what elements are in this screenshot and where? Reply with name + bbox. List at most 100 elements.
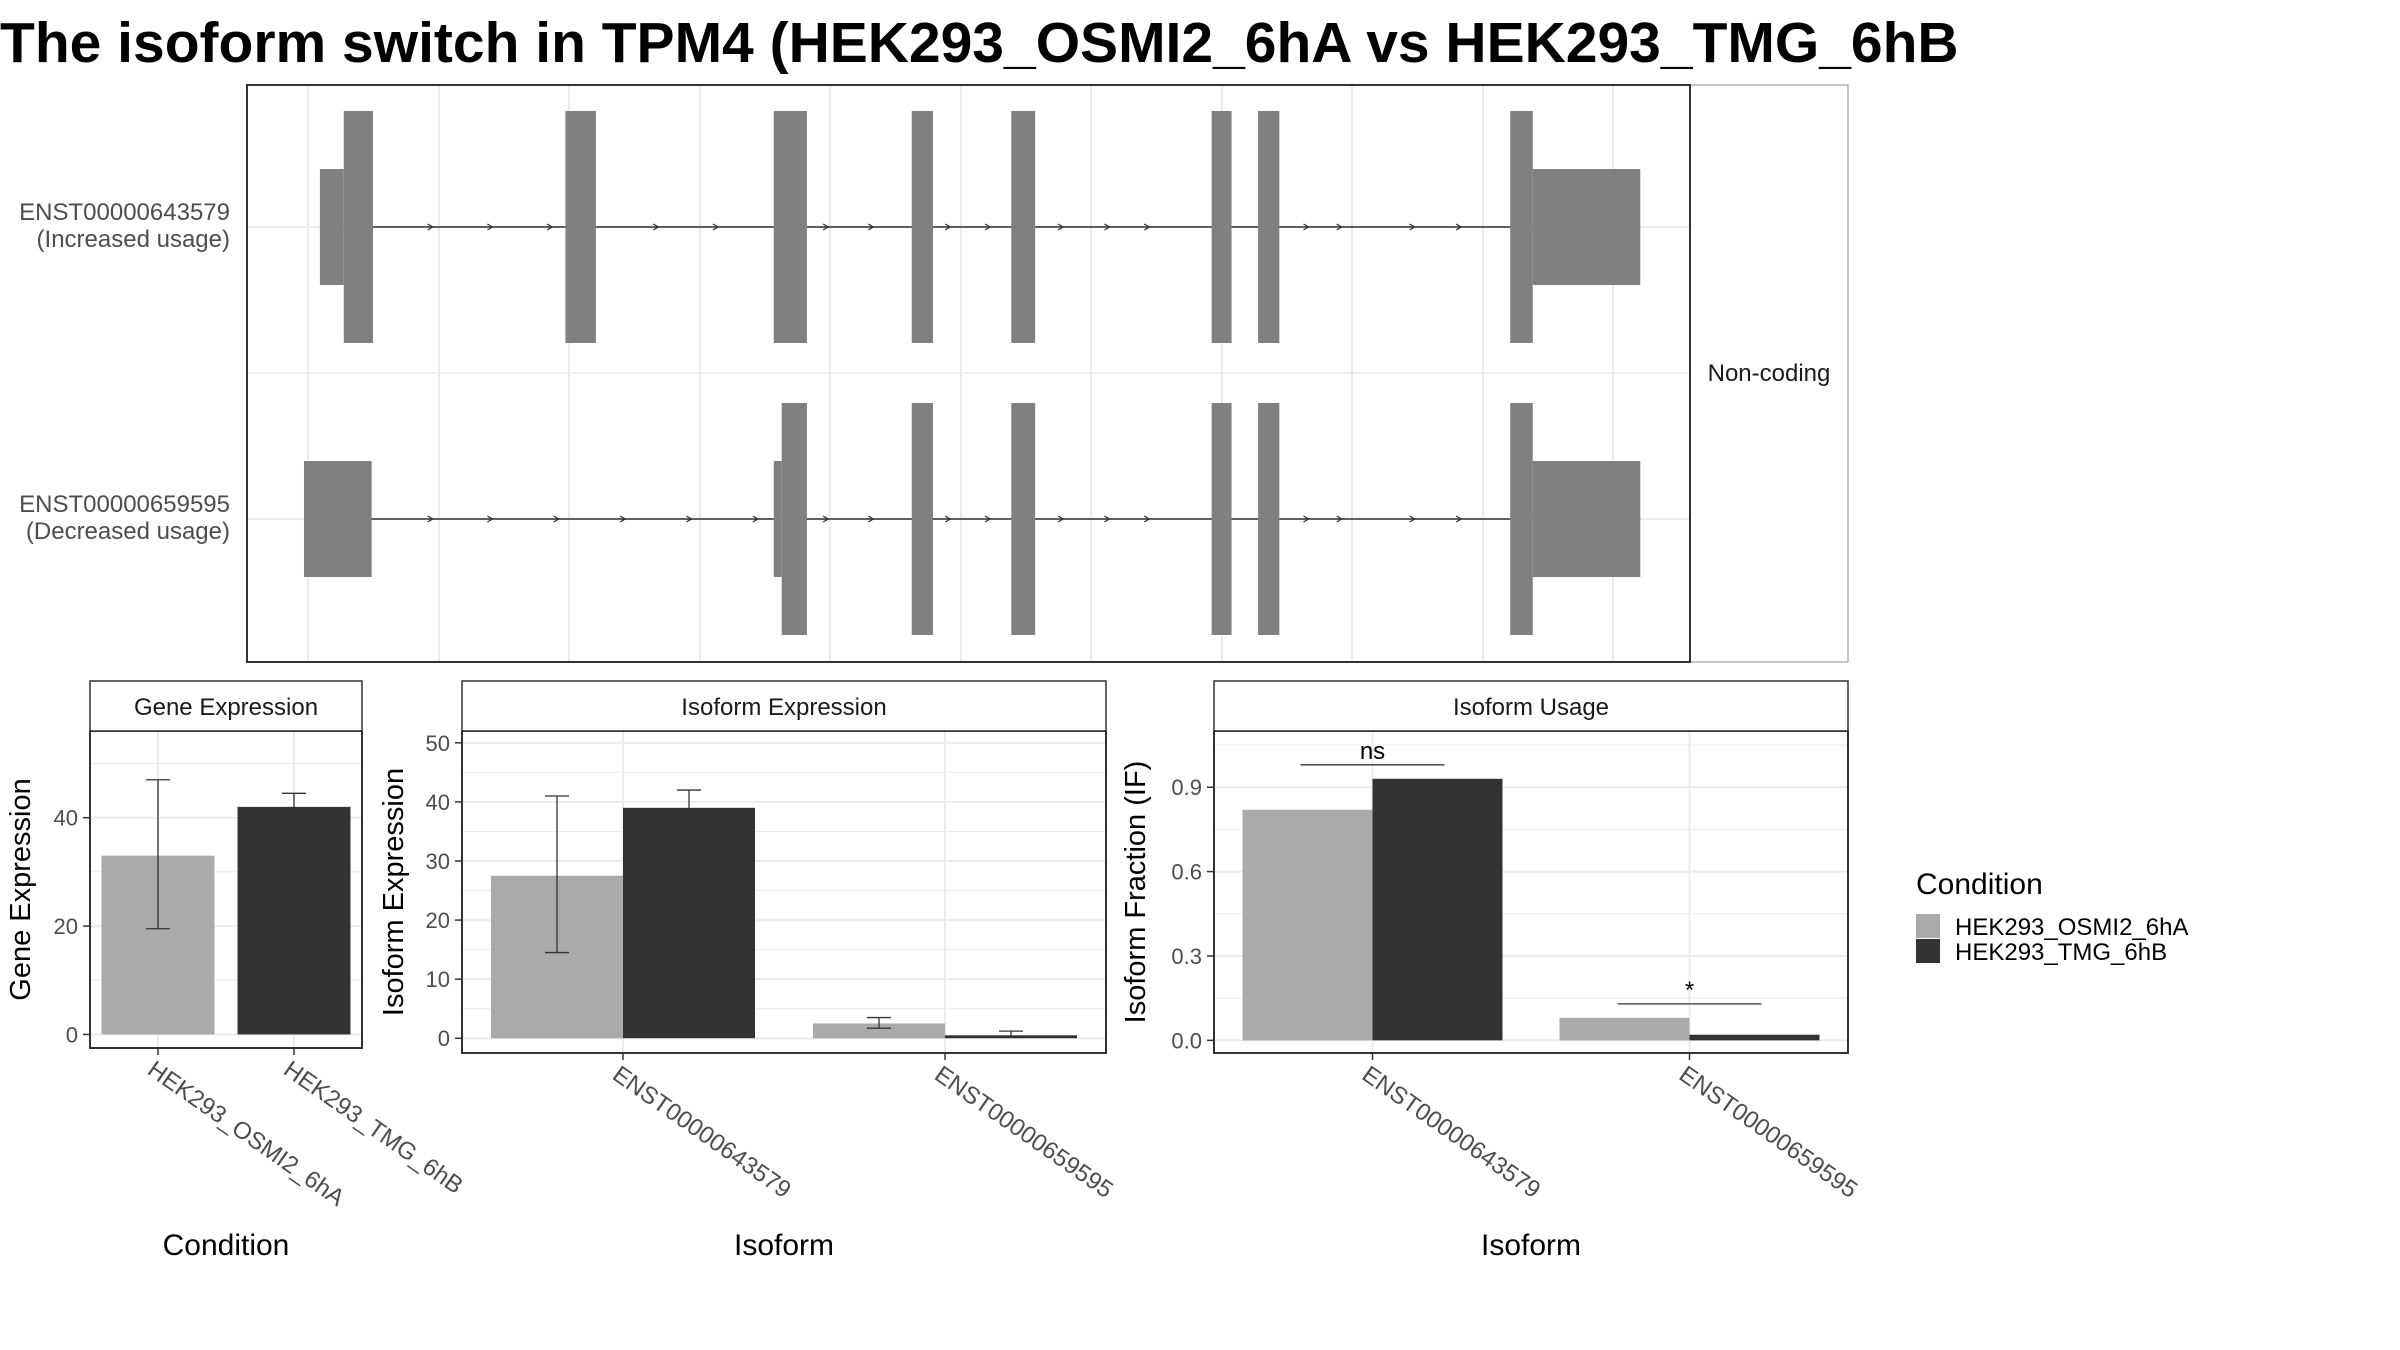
intron-arrow	[867, 223, 875, 231]
significance-label: ns	[1360, 738, 1385, 765]
y-tick-label: 0	[438, 1026, 450, 1051]
exon-coding	[1211, 111, 1232, 343]
bar	[1242, 809, 1373, 1041]
intron-arrow	[1143, 223, 1151, 231]
y-tick-label: 0.9	[1171, 775, 1202, 800]
exon-coding	[1011, 403, 1036, 635]
significance-label: *	[1685, 977, 1694, 1004]
exon-coding	[565, 111, 596, 343]
intron-arrow	[553, 515, 561, 523]
intron-arrow	[984, 515, 992, 523]
facet-strip	[1213, 680, 1849, 732]
exon-coding	[773, 111, 807, 343]
intron-arrow	[1104, 515, 1111, 523]
y-axis-title: Isoform Expression	[378, 768, 410, 1016]
x-axis-title: Condition	[163, 1229, 290, 1262]
exon-coding	[911, 111, 933, 343]
exon-utr	[1532, 461, 1641, 577]
strip-label-non-coding: Non-coding	[1708, 360, 1831, 387]
y-tick-label: 0.6	[1171, 860, 1202, 885]
y-tick-label: 40	[54, 806, 78, 831]
bar	[237, 806, 351, 1035]
exon-coding	[1011, 111, 1036, 343]
strip-label: Gene Expression	[134, 694, 318, 721]
x-axis-title: Isoform	[734, 1229, 834, 1262]
legend-swatch	[1916, 939, 1940, 963]
legend-swatch	[1916, 914, 1940, 938]
exon-coding	[781, 403, 807, 635]
exon-coding	[343, 111, 373, 343]
y-tick-label: 50	[426, 731, 450, 756]
intron-arrow	[1455, 515, 1463, 523]
intron-arrow	[944, 515, 952, 523]
y-tick-label: 40	[426, 790, 450, 815]
intron-arrow	[1409, 223, 1416, 231]
strip-label: Isoform Expression	[681, 694, 886, 721]
y-tick-label: 0.3	[1171, 944, 1202, 969]
intron-arrow	[1303, 223, 1310, 231]
bar	[1689, 1034, 1820, 1041]
bar	[623, 807, 755, 1039]
bar	[1372, 778, 1503, 1041]
intron-arrow	[427, 515, 434, 523]
intron-arrow	[686, 515, 693, 523]
exon-coding	[1258, 111, 1280, 343]
x-tick-label: ENST00000659595	[930, 1061, 1118, 1204]
intron-arrow	[1104, 223, 1111, 231]
intron-arrow	[1303, 515, 1310, 523]
intron-arrow	[944, 223, 952, 231]
exon-utr	[1532, 169, 1641, 285]
facet-strip	[461, 680, 1107, 732]
facet-strip	[1689, 84, 1849, 663]
intron-arrow	[1409, 515, 1416, 523]
intron-arrow	[1336, 515, 1343, 523]
facet-strip	[89, 680, 363, 732]
y-axis-title: Isoform Fraction (IF)	[1120, 761, 1152, 1024]
intron-arrow	[1336, 223, 1343, 231]
exon-coding	[1510, 111, 1533, 343]
exon-coding	[1258, 403, 1280, 635]
intron-arrow	[487, 515, 494, 523]
legend-title: Condition	[1916, 868, 2043, 901]
x-tick-label: ENST00000659595	[1674, 1061, 1862, 1204]
y-tick-label: 0.0	[1171, 1028, 1202, 1053]
intron-arrow	[867, 515, 875, 523]
y-tick-label: 30	[426, 849, 450, 874]
exon-coding	[911, 403, 933, 635]
bar	[813, 1023, 945, 1039]
intron-arrow	[1143, 515, 1151, 523]
y-tick-label: 20	[426, 908, 450, 933]
strip-label: Isoform Usage	[1453, 694, 1609, 721]
exon-coding	[1211, 403, 1232, 635]
isoform-name-label: ENST00000659595	[19, 491, 230, 518]
intron-arrow	[822, 223, 830, 231]
intron-arrow	[427, 223, 434, 231]
isoform-usage-label: (Decreased usage)	[26, 518, 230, 545]
exon-utr	[773, 461, 782, 577]
bar	[1559, 1017, 1690, 1041]
x-axis-title: Isoform	[1481, 1229, 1581, 1262]
structure-panel-border	[246, 84, 1691, 663]
legend-item-label: HEK293_OSMI2_6hA	[1955, 914, 2188, 941]
y-tick-label: 0	[66, 1022, 78, 1047]
intron-arrow	[1057, 223, 1065, 231]
intron-arrow	[752, 515, 760, 523]
page-title: The isoform switch in TPM4 (HEK293_OSMI2…	[0, 11, 1959, 75]
y-axis-title: Gene Expression	[5, 778, 37, 1000]
isoform-name-label: ENST00000643579	[19, 199, 230, 226]
exon-utr	[303, 461, 372, 577]
exon-utr	[319, 169, 344, 285]
y-tick-label: 20	[54, 914, 78, 939]
isoform-usage-label: (Increased usage)	[37, 226, 230, 253]
intron-arrow	[984, 223, 992, 231]
intron-arrow	[546, 223, 554, 231]
legend-item-label: HEK293_TMG_6hB	[1955, 939, 2167, 966]
intron-arrow	[822, 515, 830, 523]
intron-arrow	[1057, 515, 1065, 523]
intron-arrow	[487, 223, 494, 231]
y-tick-label: 10	[426, 967, 450, 992]
intron-arrow	[712, 223, 720, 231]
intron-arrow	[652, 223, 660, 231]
intron-arrow	[619, 515, 627, 523]
